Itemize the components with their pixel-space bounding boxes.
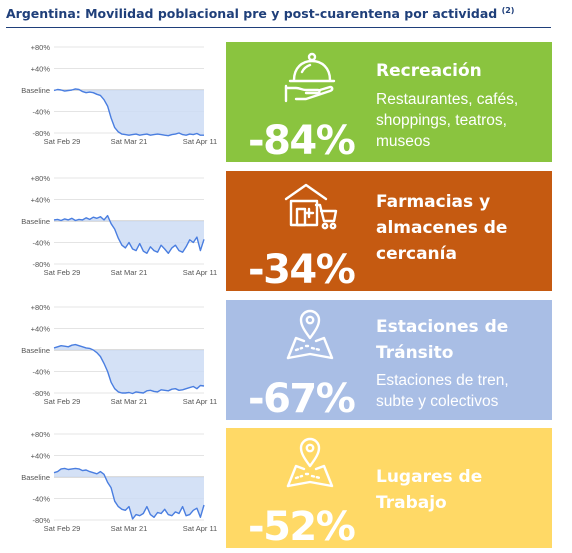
- y-tick-label: -40%: [32, 495, 50, 504]
- series-area: [54, 215, 204, 254]
- x-tick-label: Sat Feb 29: [44, 268, 81, 277]
- y-tick-label: +80%: [31, 43, 51, 52]
- card-recreation-desc-line: Restaurantes, cafés,: [376, 91, 519, 108]
- x-tick-label: Sat Mar 21: [111, 397, 148, 406]
- y-tick-label: -40%: [32, 108, 50, 117]
- card-workplaces-name: Lugares de Trabajo: [376, 464, 548, 516]
- title-divider: [6, 27, 551, 28]
- x-tick-label: Sat Feb 29: [44, 397, 81, 406]
- card-pharmacy-percent: -34%: [248, 247, 356, 291]
- mobility-chart-recreation: +80% +40% Baseline -40% -80% Sat Feb 29 Sat Ma…: [8, 38, 220, 158]
- card-transit-desc: Estaciones de tren, subte y colectivos: [376, 370, 552, 412]
- x-tick-label: Sat Apr 11: [183, 137, 217, 146]
- series-area: [54, 344, 204, 394]
- card-recreation-desc: Restaurantes, cafés, shoppings, teatros,…: [376, 89, 552, 152]
- mobility-chart-workplaces-svg: +80% +40% Baseline -40% -80%Sat Feb 29 Sat Ma…: [21, 430, 217, 533]
- card-transit-name-line: Estaciones de: [376, 317, 509, 337]
- y-tick-label: -40%: [32, 239, 50, 248]
- card-transit-name-line: Tránsito: [376, 343, 454, 363]
- store-cart-icon: [284, 183, 338, 230]
- x-tick-label: Sat Feb 29: [44, 137, 81, 146]
- cloche-serving-icon: [284, 52, 336, 103]
- y-tick-label: Baseline: [21, 473, 50, 482]
- card-transit: -67% Estaciones de Tránsito Estaciones d…: [226, 300, 552, 420]
- series-area: [54, 88, 204, 136]
- series-line: [53, 214, 205, 254]
- card-recreation: -84% Recreación Restaurantes, cafés, sho…: [226, 42, 552, 162]
- y-tick-label: +80%: [31, 303, 51, 312]
- map-pin-icon: [286, 309, 334, 360]
- y-tick-label: -80%: [32, 260, 50, 269]
- y-tick-label: -80%: [32, 516, 50, 525]
- y-tick-label: Baseline: [21, 86, 50, 95]
- y-tick-label: +80%: [31, 174, 51, 183]
- y-tick-label: +40%: [31, 196, 51, 205]
- series-area: [54, 468, 204, 519]
- mobility-chart-transit: +80% +40% Baseline -40% -80% Sat Feb 29 Sat Ma…: [8, 298, 220, 418]
- page-title: Argentina: Movilidad poblacional pre y p…: [6, 6, 550, 21]
- y-tick-label: +40%: [31, 65, 51, 74]
- series-line: [53, 88, 204, 137]
- mobility-chart-pharmacy-svg: +80% +40% Baseline -40% -80%Sat Feb 29 Sat Ma…: [21, 174, 217, 277]
- card-pharmacy-name-line: almacenes de: [376, 218, 508, 238]
- mobility-chart-pharmacy: +80% +40% Baseline -40% -80% Sat Feb 29 Sat Ma…: [8, 169, 220, 289]
- x-tick-label: Sat Apr 11: [183, 397, 217, 406]
- x-tick-label: Sat Apr 11: [183, 268, 217, 277]
- mobility-chart-workplaces: +80% +40% Baseline -40% -80% Sat Feb 29 Sat Ma…: [8, 425, 220, 545]
- card-workplaces: -52% Lugares de Trabajo: [226, 428, 552, 548]
- card-workplaces-name-line: Trabajo: [376, 493, 447, 513]
- series-line: [53, 467, 205, 520]
- card-transit-percent: -67%: [248, 376, 356, 420]
- x-tick-label: Sat Mar 21: [111, 524, 148, 533]
- x-tick-label: Sat Mar 21: [111, 268, 148, 277]
- card-transit-desc-line: subte y colectivos: [376, 393, 499, 410]
- y-tick-label: -40%: [32, 368, 50, 377]
- y-tick-label: +40%: [31, 452, 51, 461]
- y-tick-label: -80%: [32, 389, 50, 398]
- title-footnote: (2): [501, 6, 515, 15]
- card-recreation-desc-line: shoppings, teatros,: [376, 112, 507, 129]
- y-tick-label: Baseline: [21, 346, 50, 355]
- x-tick-label: Sat Mar 21: [111, 137, 148, 146]
- mobility-chart-recreation-svg: +80% +40% Baseline -40% -80%Sat Feb 29 Sat Ma…: [21, 43, 217, 146]
- map-pin-icon: [286, 437, 334, 488]
- x-tick-label: Sat Apr 11: [183, 524, 217, 533]
- card-recreation-name-line: Recreación: [376, 61, 482, 81]
- card-workplaces-percent: -52%: [248, 504, 356, 548]
- y-tick-label: +40%: [31, 325, 51, 334]
- card-pharmacy: -34% Farmacias y almacenes de cercanía: [226, 171, 552, 291]
- card-recreation-desc-line: museos: [376, 133, 431, 150]
- card-recreation-name: Recreación: [376, 58, 548, 84]
- y-tick-label: -80%: [32, 129, 50, 138]
- y-tick-label: +80%: [31, 430, 51, 439]
- card-workplaces-name-line: Lugares de: [376, 467, 483, 487]
- card-recreation-percent: -84%: [248, 118, 356, 162]
- card-pharmacy-name-line: cercanía: [376, 244, 457, 264]
- card-transit-desc-line: Estaciones de tren,: [376, 372, 509, 389]
- series-line: [53, 343, 205, 395]
- card-pharmacy-name: Farmacias y almacenes de cercanía: [376, 189, 548, 267]
- x-tick-label: Sat Feb 29: [44, 524, 81, 533]
- y-tick-label: Baseline: [21, 217, 50, 226]
- card-transit-name: Estaciones de Tránsito: [376, 314, 548, 366]
- title-text: Argentina: Movilidad poblacional pre y p…: [6, 6, 498, 22]
- mobility-chart-transit-svg: +80% +40% Baseline -40% -80%Sat Feb 29 Sat Ma…: [21, 303, 217, 406]
- card-pharmacy-name-line: Farmacias y: [376, 192, 491, 212]
